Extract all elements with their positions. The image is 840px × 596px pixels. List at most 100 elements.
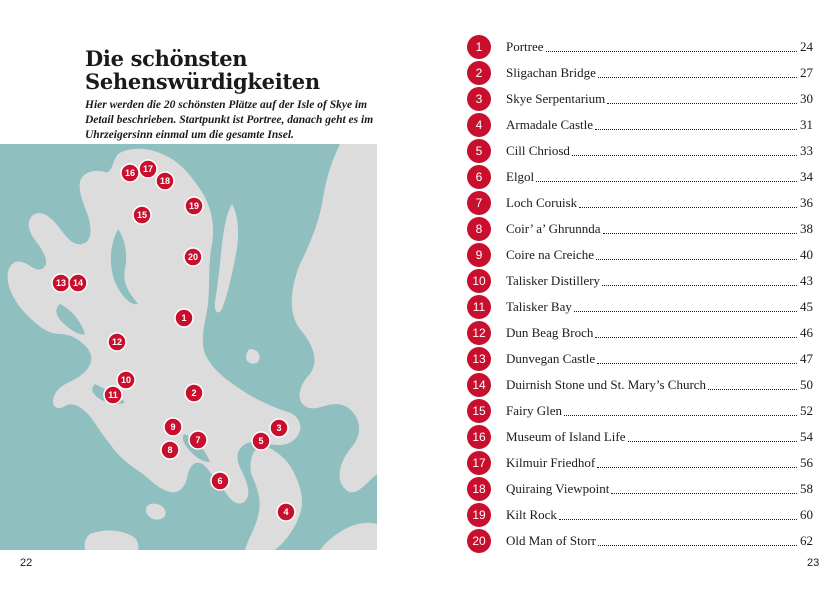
- dot-leader: [595, 336, 797, 338]
- toc-number-badge: 5: [467, 139, 491, 163]
- page-number-right: 23: [807, 557, 820, 569]
- map-marker-1[interactable]: 1: [174, 308, 194, 328]
- toc-number-badge: 3: [467, 87, 491, 111]
- map-marker-9[interactable]: 9: [163, 417, 183, 437]
- svg-text:11: 11: [108, 390, 118, 400]
- toc-page: 46: [800, 325, 813, 340]
- dot-leader: [602, 284, 797, 286]
- toc-title: Cill Chriosd: [506, 143, 570, 158]
- map-marker-19[interactable]: 19: [184, 196, 204, 216]
- svg-text:18: 18: [160, 176, 170, 186]
- toc-title: Quiraing Viewpoint: [506, 481, 610, 496]
- svg-text:12: 12: [112, 337, 122, 347]
- svg-text:9: 9: [170, 422, 175, 432]
- toc-page: 24: [800, 39, 813, 54]
- map-markers: 1 2 3 4 5 6 7 8 9 10 11 12 13 14 15 16 1…: [51, 159, 296, 522]
- svg-text:13: 13: [56, 278, 66, 288]
- toc-entry[interactable]: 14 Duirnish Stone und St. Mary’s Church 50: [467, 373, 813, 397]
- map-marker-20[interactable]: 20: [183, 247, 203, 267]
- map-marker-7[interactable]: 7: [188, 430, 208, 450]
- map-marker-12[interactable]: 12: [107, 332, 127, 352]
- toc-title: Loch Coruisk: [506, 195, 578, 210]
- toc-entry[interactable]: 20 Old Man of Storr 62: [467, 529, 813, 553]
- map-marker-15[interactable]: 15: [132, 205, 152, 225]
- toc-entry[interactable]: 8 Coir’ a’ Ghrunnda 38: [467, 217, 813, 241]
- toc-title: Coire na Creiche: [506, 247, 595, 262]
- page-title: Die schönsten Sehenswürdigkeiten: [85, 47, 385, 93]
- dot-leader: [579, 206, 797, 208]
- map-marker-6[interactable]: 6: [210, 471, 230, 491]
- toc-number-badge: 2: [467, 61, 491, 85]
- toc-entry[interactable]: 7 Loch Coruisk 36: [467, 191, 813, 215]
- map-marker-16[interactable]: 16: [120, 163, 140, 183]
- map-marker-4[interactable]: 4: [276, 502, 296, 522]
- toc-page: 27: [800, 65, 813, 80]
- dot-leader: [597, 544, 797, 546]
- toc-page: 54: [800, 429, 813, 444]
- toc-title: Skye Serpentarium: [506, 91, 606, 106]
- toc-page: 38: [800, 221, 813, 236]
- toc-entry[interactable]: 15 Fairy Glen 52: [467, 399, 813, 423]
- dot-leader: [558, 518, 797, 520]
- map-marker-8[interactable]: 8: [160, 440, 180, 460]
- svg-text:7: 7: [195, 435, 200, 445]
- svg-text:10: 10: [121, 375, 131, 385]
- svg-text:5: 5: [258, 436, 263, 446]
- toc-entry[interactable]: 6 Elgol 34: [467, 165, 813, 189]
- toc-title: Old Man of Storr: [506, 533, 596, 548]
- toc-page: 62: [800, 533, 813, 548]
- toc-entry[interactable]: 1 Portree 24: [467, 35, 813, 59]
- toc-entry[interactable]: 10 Talisker Distillery 43: [467, 269, 813, 293]
- dot-leader: [607, 102, 797, 104]
- dot-leader: [563, 414, 797, 416]
- toc-title: Portree: [506, 39, 544, 54]
- map-marker-13[interactable]: 13: [51, 273, 71, 293]
- map-marker-18[interactable]: 18: [155, 171, 175, 191]
- dot-leader: [545, 50, 797, 52]
- toc-entry[interactable]: 17 Kilmuir Friedhof 56: [467, 451, 813, 475]
- svg-text:2: 2: [191, 388, 196, 398]
- toc-entry[interactable]: 3 Skye Serpentarium 30: [467, 87, 813, 111]
- svg-text:6: 6: [217, 476, 222, 486]
- soay-island: [146, 503, 166, 520]
- toc-entry[interactable]: 9 Coire na Creiche 40: [467, 243, 813, 267]
- toc-title: Dunvegan Castle: [506, 351, 596, 366]
- toc-entry[interactable]: 18 Quiraing Viewpoint 58: [467, 477, 813, 501]
- toc-title: Museum of Island Life: [506, 429, 626, 444]
- map-marker-14[interactable]: 14: [68, 273, 88, 293]
- toc-entry[interactable]: 12 Dun Beag Broch 46: [467, 321, 813, 345]
- toc-title: Talisker Bay: [506, 299, 572, 314]
- toc-page: 45: [800, 299, 813, 314]
- toc-number-badge: 20: [467, 529, 491, 553]
- skye-island: [7, 148, 301, 504]
- toc-number-badge: 11: [467, 295, 491, 319]
- toc-number-badge: 1: [467, 35, 491, 59]
- toc-page: 47: [800, 351, 813, 366]
- toc-entry[interactable]: 4 Armadale Castle 31: [467, 113, 813, 137]
- map-marker-2[interactable]: 2: [184, 383, 204, 403]
- map-marker-3[interactable]: 3: [269, 418, 289, 438]
- svg-text:15: 15: [137, 210, 147, 220]
- toc-entry[interactable]: 5 Cill Chriosd 33: [467, 139, 813, 163]
- toc-entry[interactable]: 19 Kilt Rock 60: [467, 503, 813, 527]
- toc-number-badge: 17: [467, 451, 491, 475]
- dot-leader: [602, 232, 797, 234]
- svg-text:19: 19: [189, 201, 199, 211]
- toc-title: Kilmuir Friedhof: [506, 455, 596, 470]
- map-marker-5[interactable]: 5: [251, 431, 271, 451]
- page-number-left: 22: [20, 557, 33, 569]
- svg-text:20: 20: [188, 252, 198, 262]
- toc-number-badge: 7: [467, 191, 491, 215]
- dot-leader: [596, 258, 797, 260]
- map-marker-11[interactable]: 11: [103, 385, 123, 405]
- svg-text:8: 8: [167, 445, 172, 455]
- map-marker-17[interactable]: 17: [138, 159, 158, 179]
- toc-entry[interactable]: 11 Talisker Bay 45: [467, 295, 813, 319]
- toc-entry[interactable]: 16 Museum of Island Life 54: [467, 425, 813, 449]
- map-marker-10[interactable]: 10: [116, 370, 136, 390]
- toc-entry[interactable]: 13 Dunvegan Castle 47: [467, 347, 813, 371]
- toc-page: 34: [800, 169, 813, 184]
- loch-dunvegan: [56, 304, 85, 335]
- dot-leader: [597, 76, 797, 78]
- toc-entry[interactable]: 2 Sligachan Bridge 27: [467, 61, 813, 85]
